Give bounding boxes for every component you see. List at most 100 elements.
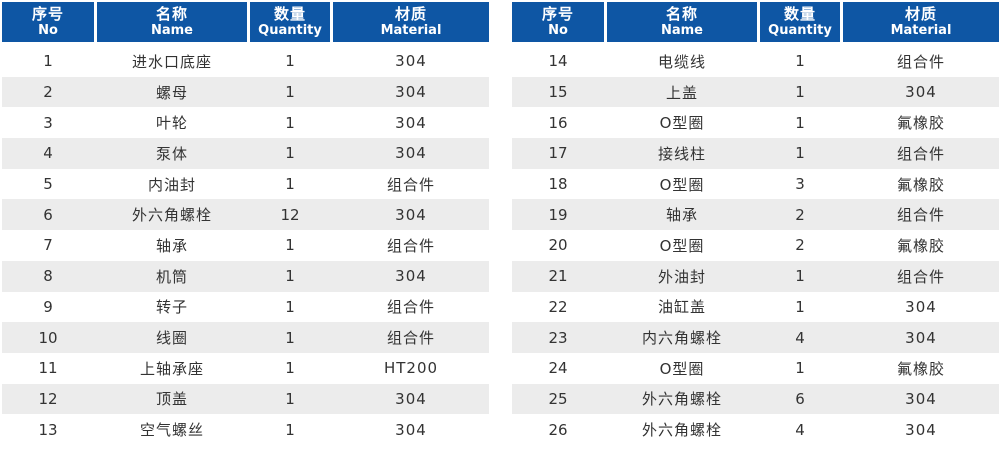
- cell-no: 6: [43, 205, 53, 224]
- cell-name: 空气螺丝: [139, 421, 204, 440]
- cell-material: 304: [905, 420, 937, 439]
- column-header-material-zh: 材质: [394, 4, 427, 23]
- cell-material: 304: [905, 83, 937, 102]
- cell-material: 氟橡胶: [896, 175, 945, 194]
- cell-no: 12: [38, 389, 58, 408]
- cell-material: 氟橡胶: [896, 114, 945, 133]
- cell-name: 顶盖: [155, 390, 188, 409]
- table-row: 13 空气螺丝 1 304: [2, 414, 489, 445]
- cell-material: 304: [395, 420, 427, 439]
- cell-no: 14: [548, 52, 568, 71]
- column-header-no: 序号 No: [512, 2, 604, 42]
- cell-no: 8: [43, 267, 53, 286]
- cell-material: HT200: [383, 359, 439, 378]
- cell-no: 9: [43, 297, 53, 316]
- cell-quantity: 1: [285, 328, 295, 347]
- cell-quantity: 6: [795, 389, 805, 408]
- cell-quantity: 4: [795, 420, 805, 439]
- cell-material: 304: [395, 144, 427, 163]
- table-row: 5 内油封 1 组合件: [2, 168, 489, 200]
- cell-material: 304: [395, 205, 427, 224]
- column-header-material-en: Material: [380, 23, 442, 39]
- cell-name: O型圈: [659, 236, 705, 255]
- cell-no: 26: [548, 420, 568, 439]
- table-row: 25 外六角螺栓 6 304: [512, 383, 999, 415]
- cell-no: 21: [548, 267, 568, 286]
- cell-name: O型圈: [659, 175, 705, 194]
- column-header-material-en: Material: [890, 23, 952, 39]
- cell-name: 外油封: [657, 267, 706, 286]
- cell-no: 23: [548, 328, 568, 347]
- table-row: 7 轴承 1 组合件: [2, 230, 489, 261]
- table-row: 8 机筒 1 304: [2, 260, 489, 292]
- column-header-no-zh: 序号: [541, 4, 574, 23]
- cell-material: 304: [905, 389, 937, 408]
- cell-quantity: 4: [795, 328, 805, 347]
- table-row: 14 电缆线 1 组合件: [512, 46, 999, 77]
- cell-material: 组合件: [386, 175, 435, 194]
- parts-table-left: 序号 No 名称 Name 数量 Quantity 材质 Material 1 进…: [2, 2, 489, 454]
- cell-name: O型圈: [659, 359, 705, 378]
- cell-material: 组合件: [896, 206, 945, 225]
- column-header-name-en: Name: [660, 23, 703, 39]
- cell-no: 20: [548, 236, 568, 255]
- column-header-no-zh: 序号: [31, 4, 64, 23]
- table-row: 18 O型圈 3 氟橡胶: [512, 168, 999, 200]
- cell-quantity: 1: [285, 113, 295, 132]
- cell-name: 油缸盖: [657, 298, 706, 317]
- table-row: 23 内六角螺栓 4 304: [512, 322, 999, 353]
- cell-material: 组合件: [386, 329, 435, 348]
- cell-quantity: 1: [795, 52, 805, 71]
- cell-material: 组合件: [896, 267, 945, 286]
- column-header-name-zh: 名称: [155, 4, 188, 23]
- cell-quantity: 1: [285, 175, 295, 194]
- table-row: 21 外油封 1 组合件: [512, 260, 999, 292]
- cell-name: 内油封: [147, 175, 196, 194]
- column-header-no: 序号 No: [2, 2, 94, 42]
- cell-name: O型圈: [659, 114, 705, 133]
- cell-no: 15: [548, 83, 568, 102]
- cell-name: 泵体: [155, 144, 188, 163]
- cell-name: 外六角螺栓: [641, 421, 722, 440]
- table-row: 22 油缸盖 1 304: [512, 291, 999, 323]
- cell-quantity: 1: [795, 297, 805, 316]
- column-header-name: 名称 Name: [607, 2, 757, 42]
- cell-no: 1: [43, 52, 53, 71]
- column-header-quantity-en: Quantity: [258, 23, 322, 39]
- cell-quantity: 1: [285, 236, 295, 255]
- cell-quantity: 1: [285, 420, 295, 439]
- table-header-row: 序号 No 名称 Name 数量 Quantity 材质 Material: [2, 2, 489, 42]
- table-row: 10 线圈 1 组合件: [2, 322, 489, 353]
- cell-name: 线圈: [155, 329, 188, 348]
- cell-name: 上盖: [665, 83, 698, 102]
- cell-no: 24: [548, 359, 568, 378]
- table-header-row: 序号 No 名称 Name 数量 Quantity 材质 Material: [512, 2, 999, 42]
- cell-no: 7: [43, 236, 53, 255]
- cell-no: 10: [38, 328, 58, 347]
- cell-no: 19: [548, 205, 568, 224]
- cell-no: 17: [548, 144, 568, 163]
- cell-material: 304: [395, 389, 427, 408]
- table-row: 11 上轴承座 1 HT200: [2, 352, 489, 384]
- cell-quantity: 1: [285, 83, 295, 102]
- cell-quantity: 1: [285, 267, 295, 286]
- cell-quantity: 1: [285, 52, 295, 71]
- column-header-quantity-en: Quantity: [768, 23, 832, 39]
- cell-material: 304: [905, 297, 937, 316]
- cell-name: 轴承: [155, 236, 188, 255]
- table-row: 4 泵体 1 304: [2, 138, 489, 169]
- cell-name: 外六角螺栓: [131, 206, 212, 225]
- cell-name: 机筒: [155, 267, 188, 286]
- column-header-quantity: 数量 Quantity: [250, 2, 330, 42]
- cell-name: 外六角螺栓: [641, 390, 722, 409]
- column-header-name-zh: 名称: [665, 4, 698, 23]
- table-row: 19 轴承 2 组合件: [512, 199, 999, 231]
- cell-no: 25: [548, 389, 568, 408]
- cell-quantity: 1: [285, 144, 295, 163]
- cell-no: 4: [43, 144, 53, 163]
- table-row: 1 进水口底座 1 304: [2, 46, 489, 77]
- column-header-name: 名称 Name: [97, 2, 247, 42]
- table-row: 24 O型圈 1 氟橡胶: [512, 352, 999, 384]
- table-row: 9 转子 1 组合件: [2, 291, 489, 323]
